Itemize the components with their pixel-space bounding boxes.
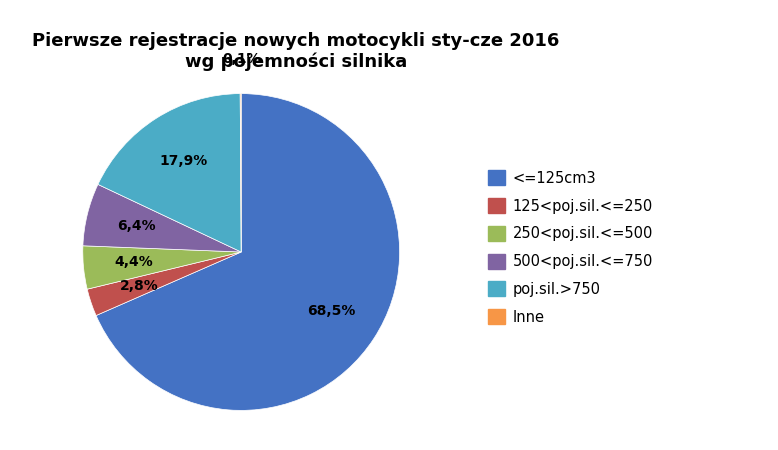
Legend: <=125cm3, 125<poj.sil.<=250, 250<poj.sil.<=500, 500<poj.sil.<=750, poj.sil.>750,: <=125cm3, 125<poj.sil.<=250, 250<poj.sil… [482,165,659,330]
Text: 6,4%: 6,4% [117,219,156,233]
Text: 0,1%: 0,1% [223,52,261,66]
Wedge shape [83,184,241,252]
Wedge shape [82,246,241,289]
Wedge shape [96,94,400,410]
Wedge shape [240,94,241,252]
Text: 17,9%: 17,9% [159,154,208,168]
Text: Pierwsze rejestracje nowych motocykli sty-cze 2016
wg pojemności silnika: Pierwsze rejestracje nowych motocykli st… [32,32,559,71]
Wedge shape [98,94,241,252]
Text: 2,8%: 2,8% [120,279,159,293]
Text: 4,4%: 4,4% [114,255,153,269]
Text: 68,5%: 68,5% [307,304,356,318]
Wedge shape [87,252,241,315]
